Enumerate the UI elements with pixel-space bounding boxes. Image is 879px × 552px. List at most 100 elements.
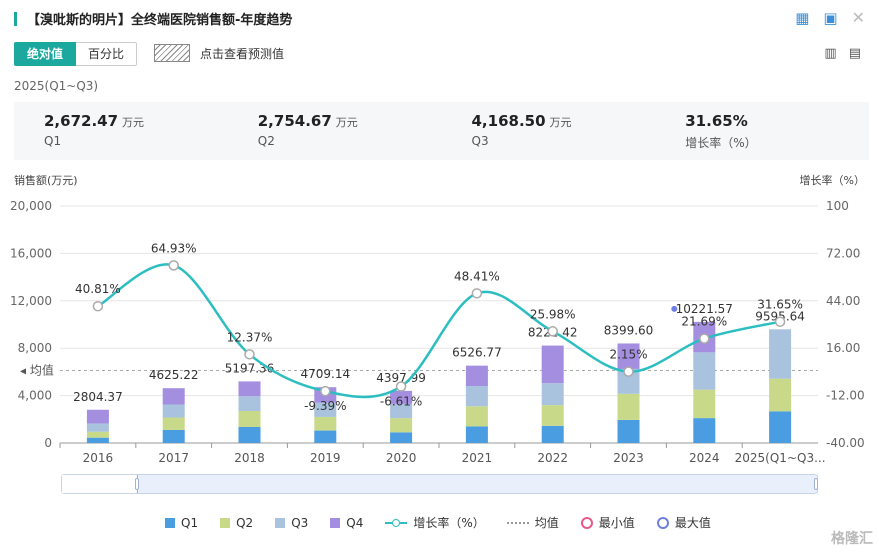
growth-label: 64.93%: [151, 241, 197, 255]
range-slider[interactable]: [61, 474, 818, 494]
forecast-label: 点击查看预测值: [200, 46, 285, 61]
legend-swatch: [385, 518, 408, 527]
tab-absolute[interactable]: 绝对值: [14, 42, 77, 66]
table-icon[interactable]: ▤: [848, 46, 861, 61]
bar-segment: [162, 417, 185, 430]
excel-icon[interactable]: ▦: [795, 8, 810, 27]
slider-right-handle[interactable]: [814, 478, 818, 490]
legend-swatch: [220, 517, 231, 528]
growth-point: [168, 260, 179, 271]
bar-segment: [541, 425, 564, 443]
growth-point: [395, 381, 407, 392]
growth-line: [97, 263, 781, 399]
x-tick-label: 2022: [537, 451, 568, 465]
x-tick-label: 2025(Q1~Q3...: [735, 451, 826, 465]
bar-segment: [390, 390, 413, 404]
total-label: 6526.77: [452, 346, 502, 360]
bar-segment: [314, 402, 337, 417]
bar-segment: [465, 406, 488, 427]
bar-segment: [769, 378, 792, 412]
hatch-swatch-icon: [154, 44, 190, 62]
title-accent: [14, 11, 17, 26]
bar-segment: [465, 426, 488, 443]
summary-label: Q3: [471, 134, 489, 148]
bar-segment: [465, 365, 488, 387]
legend-label: 最大值: [674, 516, 711, 530]
view-icons: ▥ ▤: [824, 46, 861, 61]
summary-panel: 2,672.47 万元 Q1 2,754.67 万元 Q2 4,168.50 万元 Q…: [14, 102, 869, 160]
growth-label: -6.61%: [380, 394, 422, 408]
growth-label: 25.98%: [530, 307, 576, 321]
growth-label: 48.41%: [454, 269, 500, 283]
x-tick-label: 2017: [158, 451, 189, 465]
summary-q2: 2,754.67 万元 Q2: [228, 102, 442, 160]
left-tick-label: 12,000: [10, 294, 52, 308]
average-label: ◂ 均值: [20, 362, 54, 377]
x-tick-label: 2016: [83, 451, 114, 465]
legend-item[interactable]: Q4: [330, 516, 363, 530]
bar-segment: [541, 345, 564, 384]
growth-point: [92, 300, 104, 312]
growth-point: [244, 349, 255, 360]
bar-segment: [86, 431, 109, 438]
legend-item[interactable]: Q2: [220, 516, 253, 530]
forecast-toggle[interactable]: 点击查看预测值: [154, 44, 284, 62]
x-tick-label: 2021: [462, 451, 493, 465]
bar-segment: [314, 430, 337, 443]
legend-label: Q4: [346, 515, 364, 530]
growth-point: [699, 333, 710, 344]
legend-label: 均值: [534, 516, 559, 530]
bar-segment: [162, 429, 185, 443]
max-marker: [671, 305, 678, 312]
title-bar: 【溴吡斯的明片】全终端医院销售额-年度趋势: [14, 9, 292, 28]
legend-swatch: [580, 516, 593, 529]
bar-segment: [769, 411, 792, 443]
growth-label: 31.65%: [757, 298, 803, 312]
bar-segment: [541, 383, 564, 406]
bar-segment: [617, 343, 640, 369]
close-icon[interactable]: ✕: [851, 8, 865, 27]
legend-label: 增长率（%）: [413, 516, 485, 530]
legend-swatch: [165, 517, 175, 528]
legend-item[interactable]: Q1: [165, 516, 198, 530]
legend-item[interactable]: 最小值: [580, 514, 635, 531]
page-title: 【溴吡斯的明片】全终端医院销售额-年度趋势: [27, 13, 293, 28]
total-label: 4709.14: [300, 367, 350, 381]
legend-item[interactable]: Q3: [275, 516, 308, 530]
bar-segment: [162, 404, 185, 418]
image-icon[interactable]: ▣: [823, 8, 838, 27]
summary-value: 2,754.67 万元: [257, 112, 358, 130]
left-tick-label: 8,000: [18, 341, 52, 355]
left-tick-label: 16,000: [10, 246, 52, 260]
growth-label: 12.37%: [227, 330, 273, 344]
right-tick-label: 100: [826, 199, 849, 213]
slider-left-pad: [62, 475, 138, 493]
left-axis-title: 销售额(万元): [14, 174, 78, 187]
right-tick-label: -12.00: [826, 389, 865, 403]
legend-item[interactable]: 最大值: [656, 514, 711, 531]
legend-label: 最小值: [598, 516, 635, 530]
slider-left-handle[interactable]: [135, 478, 139, 490]
legend-swatch: [275, 517, 286, 528]
total-label: 8399.60: [604, 323, 654, 337]
bar-segment: [238, 411, 261, 428]
growth-point: [623, 366, 634, 377]
legend-item[interactable]: 均值: [506, 514, 559, 531]
summary-label: 增长率（%）: [685, 136, 757, 150]
tab-percent[interactable]: 百分比: [76, 42, 138, 66]
bar-segment: [693, 352, 716, 390]
legend-label: Q2: [236, 515, 254, 530]
bar-segment: [86, 437, 109, 443]
chart-legend: Q1 Q2 Q3 Q4 增长率（%） 均值 最小值 最大值: [165, 514, 711, 531]
x-tick-label: 2020: [386, 451, 417, 465]
bar-segment: [162, 388, 185, 405]
x-tick-label: 2023: [613, 451, 644, 465]
total-label: 10221.57: [676, 302, 733, 316]
bar-segment: [693, 418, 716, 443]
growth-point: [320, 385, 331, 397]
bar-segment: [541, 405, 564, 426]
legend-item[interactable]: 增长率（%）: [385, 514, 485, 531]
summary-value: 31.65%: [685, 112, 748, 130]
bar-chart-icon[interactable]: ▥: [824, 46, 837, 61]
total-label: 4625.22: [149, 368, 199, 382]
